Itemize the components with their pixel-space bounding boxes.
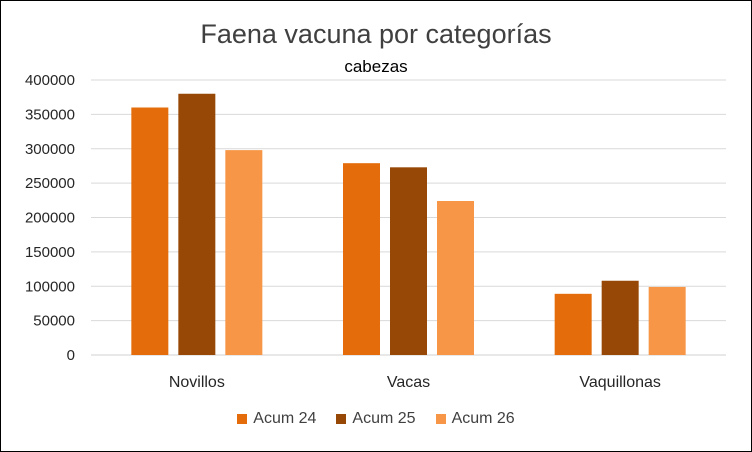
- y-tick-label: 100000: [25, 278, 75, 295]
- chart-title: Faena vacuna por categorías: [200, 19, 552, 49]
- legend-item: Acum 26: [435, 410, 515, 428]
- legend-item: Acum 25: [336, 410, 416, 428]
- legend-swatch: [237, 414, 248, 424]
- y-tick-label: 200000: [25, 210, 75, 227]
- legend-item: Acum 24: [237, 410, 316, 428]
- x-category-label: Novillos: [169, 374, 225, 391]
- bar: [225, 150, 263, 355]
- bar: [437, 201, 474, 355]
- bar: [131, 107, 169, 355]
- bar: [178, 93, 216, 355]
- legend: Acum 24 Acum 25 Acum 26: [1, 410, 751, 428]
- x-category-label: Vacas: [387, 374, 430, 391]
- bar: [601, 280, 639, 355]
- y-tick-label: 50000: [33, 313, 75, 330]
- bar: [390, 167, 427, 355]
- y-tick-label: 400000: [25, 72, 75, 89]
- y-tick-label: 350000: [25, 106, 75, 123]
- legend-label: Acum 25: [352, 410, 416, 427]
- y-tick-label: 150000: [25, 244, 75, 261]
- legend-label: Acum 24: [253, 410, 317, 427]
- legend-swatch: [435, 414, 446, 424]
- bar: [648, 286, 686, 355]
- legend-label: Acum 26: [451, 410, 515, 427]
- bar: [343, 163, 380, 355]
- x-axis-categories: Novillos Vacas Vaquillonas: [169, 374, 661, 391]
- y-tick-label: 0: [67, 347, 75, 364]
- bar: [554, 293, 592, 355]
- x-category-label: Vaquillonas: [579, 374, 661, 391]
- y-tick-label: 300000: [25, 141, 75, 158]
- y-axis-ticks: 0 50000 100000 150000 200000 250000 300000 3500…: [25, 72, 75, 364]
- chart-subtitle: cabezas: [344, 57, 408, 76]
- legend-swatch: [336, 414, 347, 424]
- y-tick-label: 250000: [25, 175, 75, 192]
- bars: [131, 93, 686, 355]
